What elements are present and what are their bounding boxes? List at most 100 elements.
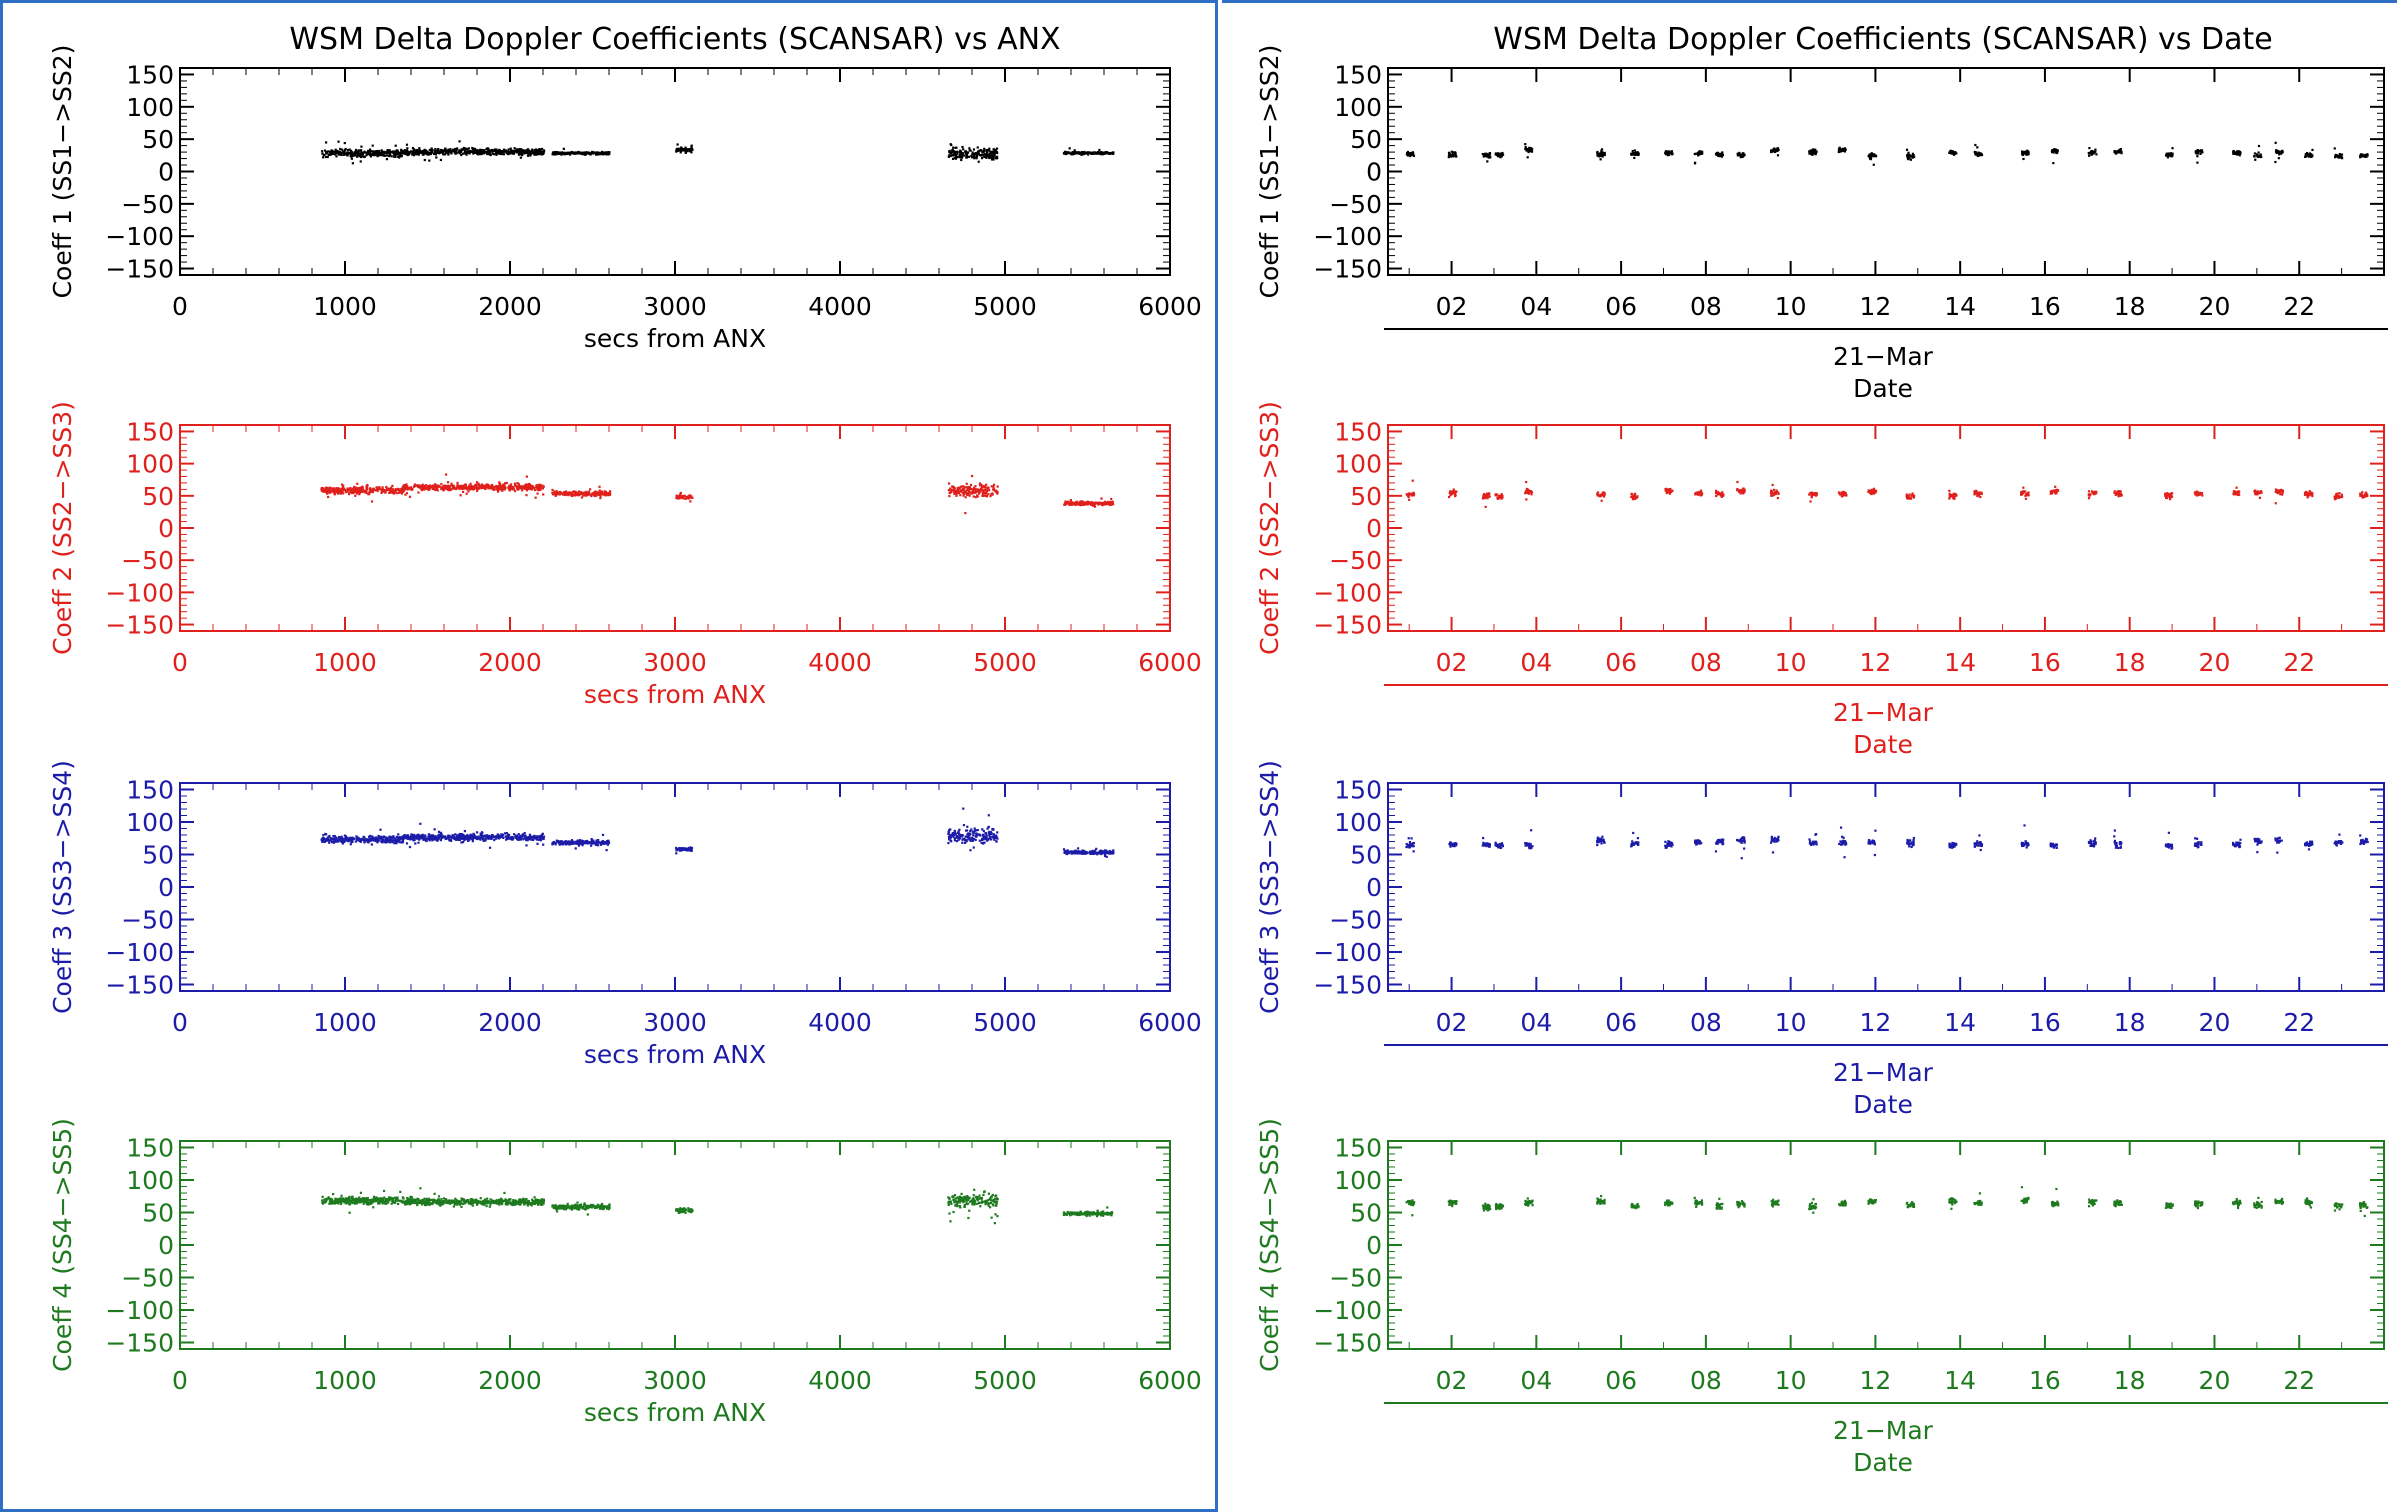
- data-point: [333, 153, 337, 156]
- data-point: [443, 485, 446, 488]
- data-point: [551, 841, 555, 845]
- data-point: [365, 491, 368, 494]
- data-point: [510, 486, 513, 489]
- x-tick-label: 2000: [478, 1366, 542, 1395]
- data-point: [468, 834, 471, 837]
- data-point: [320, 486, 323, 490]
- data-point: [988, 834, 991, 837]
- data-point: [372, 487, 375, 490]
- plot-frame: [179, 1140, 1171, 1350]
- data-point: [541, 487, 544, 490]
- data-point: [473, 484, 476, 487]
- y-tick-label: 0: [158, 158, 174, 187]
- data-point: [368, 491, 371, 494]
- data-point: [975, 156, 978, 159]
- data-point: [976, 153, 979, 156]
- data-point: [478, 837, 481, 840]
- data-point: [496, 490, 500, 493]
- data-point: [1101, 152, 1104, 156]
- data-point: [535, 484, 538, 487]
- data-point: [372, 837, 375, 840]
- data-point: [1099, 502, 1102, 505]
- data-point: [688, 846, 691, 849]
- data-point: [1072, 503, 1075, 506]
- data-point: [1073, 151, 1076, 155]
- data-point: [395, 835, 398, 839]
- data-point: [525, 838, 528, 842]
- data-point: [330, 487, 334, 490]
- data-point: [342, 487, 346, 490]
- data-point: [379, 1198, 382, 1201]
- data-point: [558, 491, 561, 495]
- data-point: [986, 488, 989, 492]
- data-point: [690, 147, 693, 150]
- data-point: [951, 149, 954, 152]
- data-point: [989, 156, 992, 159]
- data-point: [570, 839, 574, 842]
- data-point: [960, 153, 963, 156]
- data-point: [1082, 850, 1085, 853]
- data-point: [954, 833, 957, 836]
- data-point: [406, 836, 409, 839]
- data-point: [464, 836, 467, 840]
- data-point: [346, 1199, 349, 1202]
- data-point: [491, 488, 495, 491]
- data-point: [429, 486, 432, 489]
- data-point: [340, 835, 343, 838]
- data-point: [397, 840, 400, 843]
- data-point: [594, 151, 598, 154]
- data-point: [460, 149, 463, 152]
- data-point: [419, 822, 422, 825]
- data-point: [559, 841, 562, 845]
- data-point: [691, 148, 694, 151]
- data-point: [390, 155, 393, 158]
- data-point: [483, 485, 486, 488]
- data-point: [436, 485, 439, 489]
- data-point: [957, 491, 961, 494]
- data-point: [981, 150, 984, 153]
- data-point: [439, 839, 443, 842]
- data-point: [1090, 503, 1093, 506]
- data-point: [331, 151, 334, 154]
- data-point: [1109, 500, 1112, 504]
- data-point: [324, 487, 327, 490]
- data-point: [463, 485, 466, 488]
- data-point: [454, 152, 457, 155]
- data-point: [473, 835, 476, 838]
- data-point: [689, 147, 692, 151]
- data-point: [379, 152, 382, 155]
- data-point: [350, 1197, 353, 1200]
- data-point: [508, 484, 511, 487]
- data-point: [961, 145, 964, 149]
- data-point: [607, 840, 610, 843]
- data-point: [572, 494, 575, 497]
- data-point: [1081, 152, 1085, 155]
- data-point: [372, 1195, 376, 1198]
- data-point: [397, 1202, 400, 1206]
- data-point: [587, 841, 590, 844]
- data-point: [530, 150, 533, 154]
- data-point: [351, 152, 354, 155]
- y-tick-label: −50: [121, 1264, 174, 1293]
- data-point: [418, 484, 421, 487]
- data-point: [437, 149, 440, 152]
- data-point: [953, 837, 956, 840]
- data-point: [1109, 851, 1113, 854]
- data-point: [538, 486, 541, 489]
- data-point: [392, 1197, 395, 1200]
- data-point: [974, 838, 977, 842]
- data-point: [398, 151, 401, 155]
- data-point: [338, 491, 341, 494]
- data-point: [591, 841, 594, 845]
- data-point: [526, 148, 529, 151]
- data-point: [489, 835, 492, 838]
- data-point: [440, 483, 443, 486]
- data-point: [599, 497, 602, 500]
- data-point: [1085, 501, 1088, 504]
- data-point: [993, 151, 996, 154]
- data-point: [599, 843, 603, 846]
- data-point: [491, 485, 494, 488]
- data-point: [408, 495, 412, 498]
- data-point: [418, 147, 421, 150]
- data-point: [455, 150, 458, 153]
